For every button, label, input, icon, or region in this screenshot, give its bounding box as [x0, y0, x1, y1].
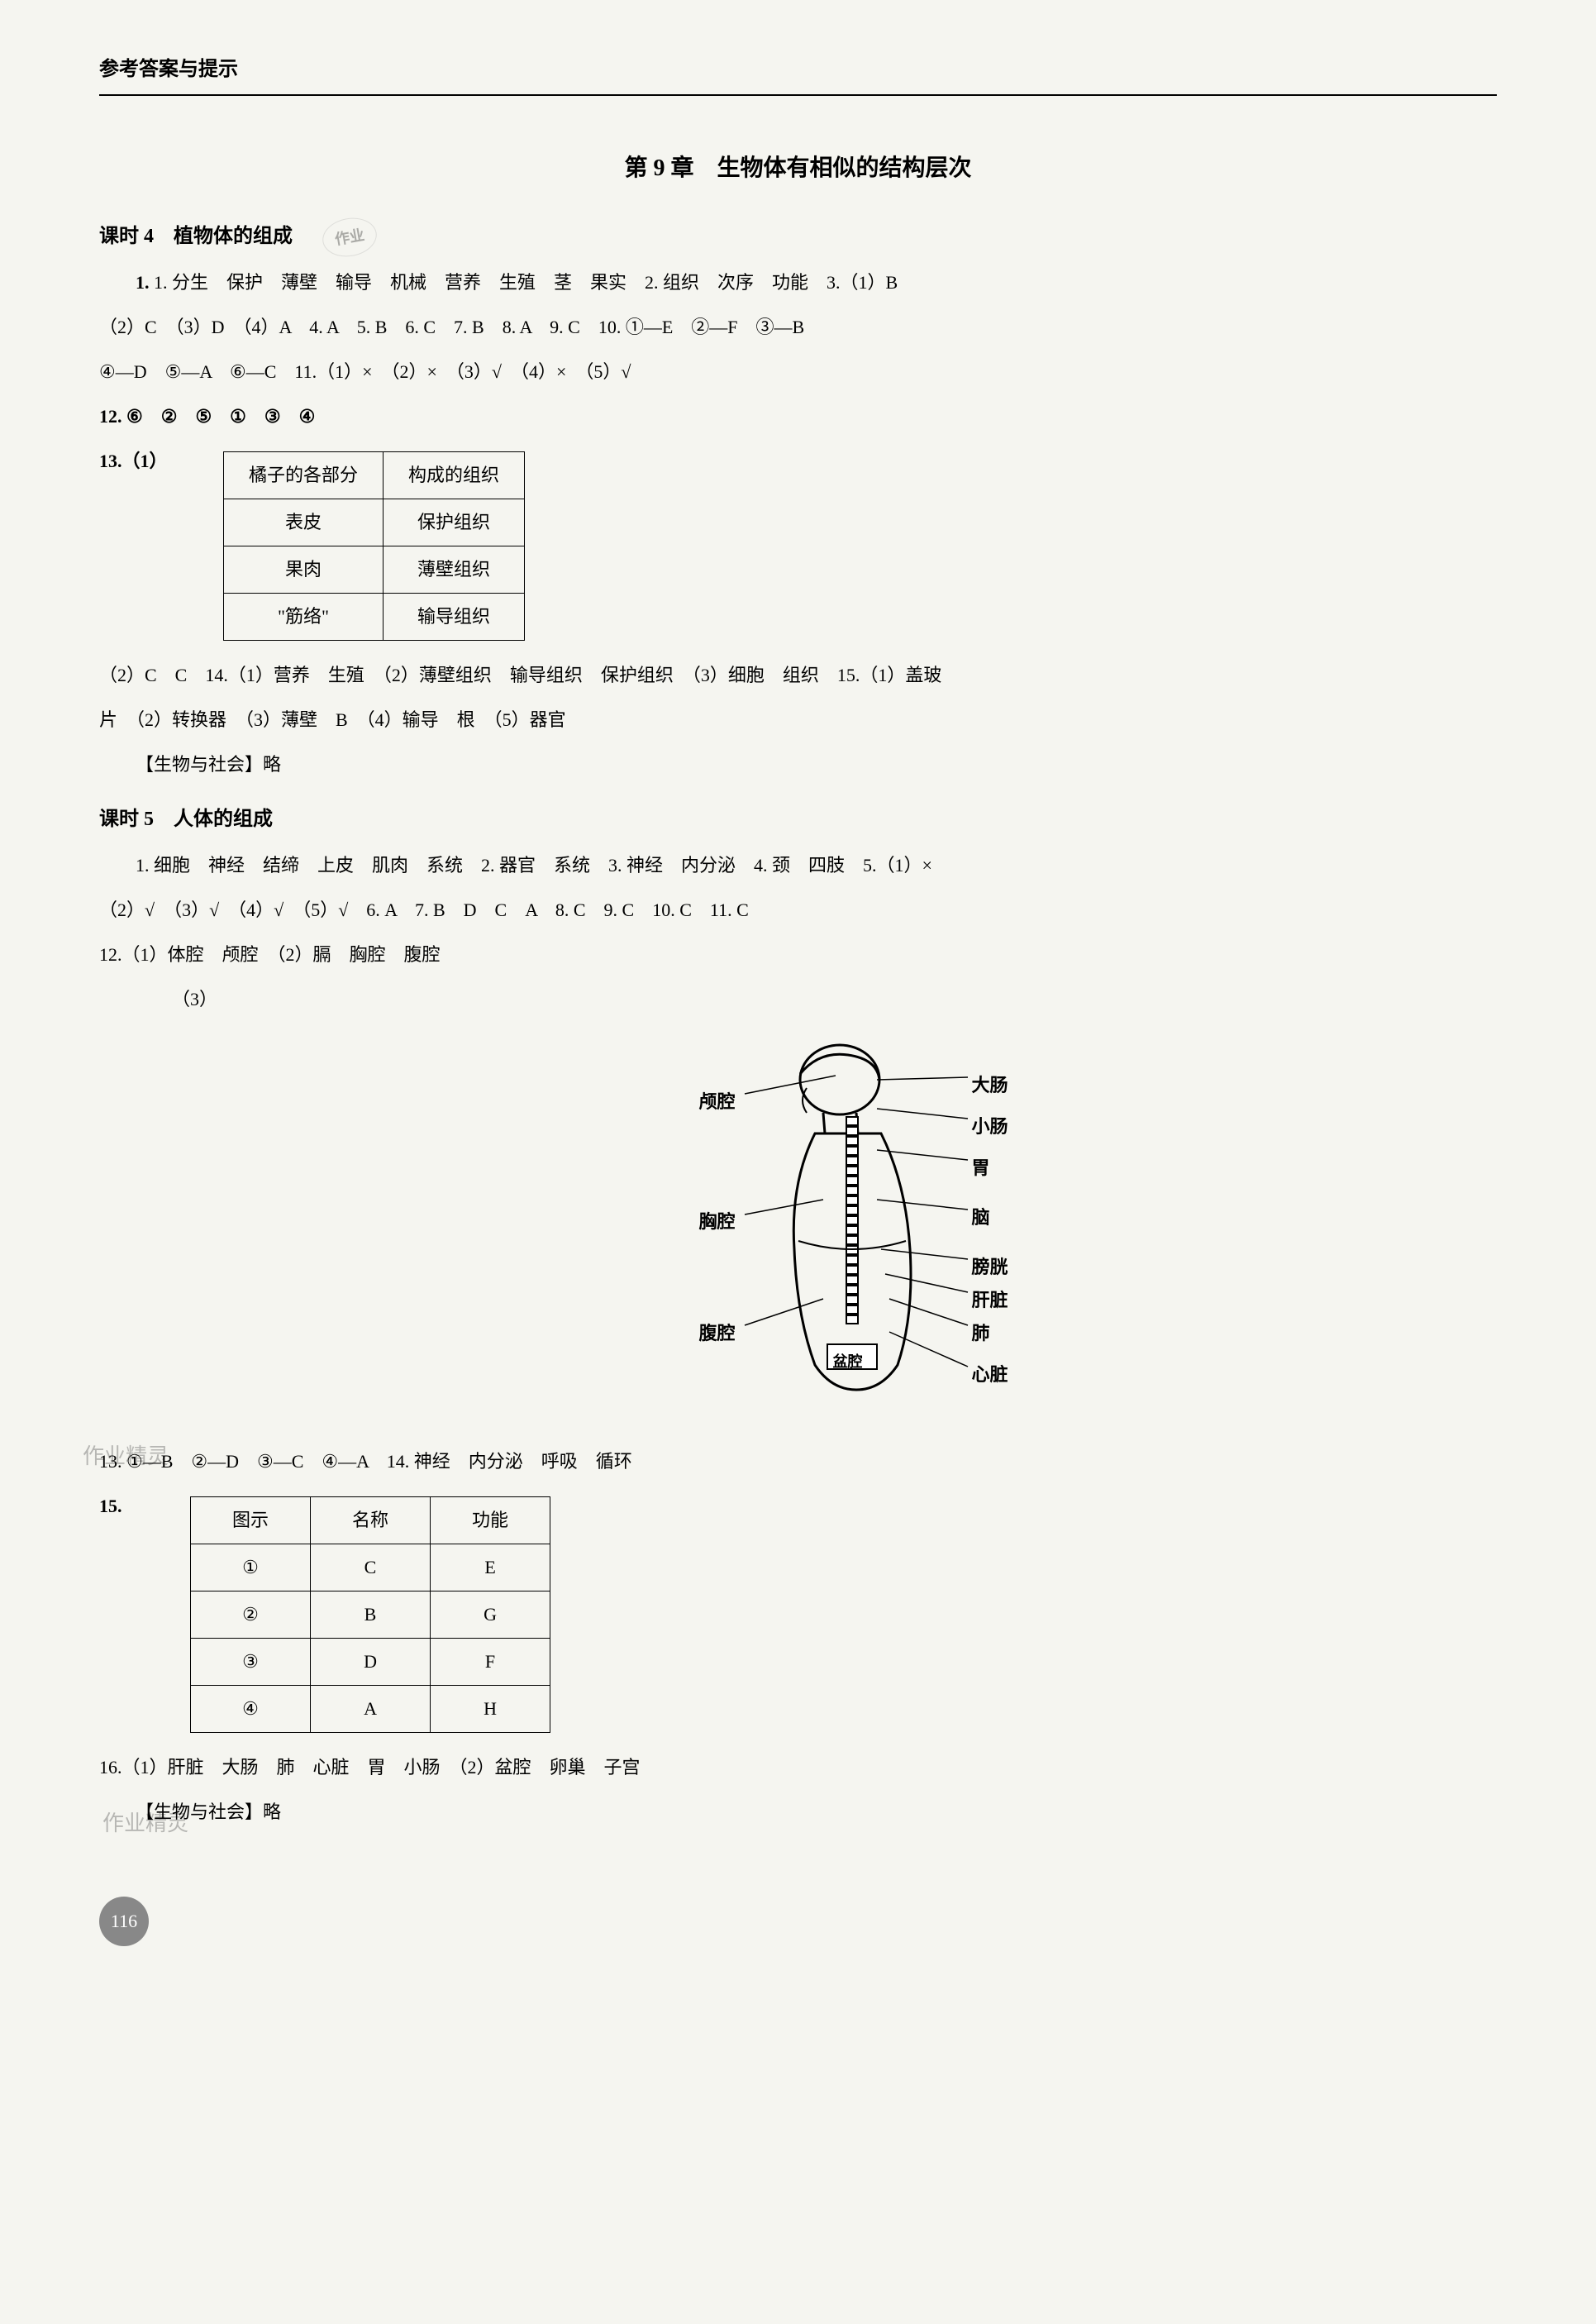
table-row: ② B G: [191, 1591, 550, 1639]
lesson4-line6: （2）C C 14.（1）营养 生殖 （2）薄壁组织 输导组织 保护组织 （3）…: [99, 657, 1497, 694]
lesson4-q13-prefix: 13.（1）: [99, 443, 174, 480]
label-thoracic: 胸腔: [699, 1204, 736, 1240]
lesson5-line3b: （3）: [99, 981, 1497, 1018]
chapter-title: 第 9 章 生物体有相似的结构层次: [99, 146, 1497, 192]
table-cell: 保护组织: [384, 499, 525, 546]
lesson4-line1: 1. 1. 分生 保护 薄壁 输导 机械 营养 生殖 茎 果实 2. 组织 次序…: [99, 265, 1497, 301]
page-number-container: 116: [99, 1897, 1497, 1946]
table-cell: F: [431, 1639, 550, 1686]
label-abdominal: 腹腔: [699, 1315, 736, 1352]
lesson4-line3: ④—D ⑤—A ⑥—C 11.（1）× （2）× （3）√ （4）× （5）√: [99, 354, 1497, 390]
lesson5-line2: （2）√ （3）√ （4）√ （5）√ 6. A 7. B D C A 8. C…: [99, 892, 1497, 928]
table-cell: 输导组织: [384, 594, 525, 641]
table-cell: ②: [191, 1591, 311, 1639]
lesson4-line7: 片 （2）转换器 （3）薄壁 B （4）输导 根 （5）器官: [99, 702, 1497, 738]
label-large-intestine: 大肠: [972, 1067, 1008, 1104]
anatomy-diagram: 颅腔 胸腔 腹腔 大肠 小肠 胃 脑 膀胱 肝脏 肺 心脏 盆腔: [99, 1034, 1497, 1427]
label-cranial: 颅腔: [699, 1084, 736, 1120]
table-cell: H: [431, 1686, 550, 1733]
table-row: ④ A H: [191, 1686, 550, 1733]
table-cell: "筋络": [224, 594, 384, 641]
label-pelvic: 盆腔: [833, 1347, 863, 1377]
lesson5-q15-prefix: 15.: [99, 1488, 141, 1525]
lesson5-line1: 1. 细胞 神经 结缔 上皮 肌肉 系统 2. 器官 系统 3. 神经 内分泌 …: [99, 847, 1497, 884]
table-row: 果肉 薄壁组织: [224, 546, 525, 594]
table-cell: G: [431, 1591, 550, 1639]
table-cell: 果肉: [224, 546, 384, 594]
table-cell: ①: [191, 1544, 311, 1591]
lesson5-line4: 作业精灵 13. ①—B ②—D ③—C ④—A 14. 神经 内分泌 呼吸 循…: [99, 1444, 1497, 1480]
table-header-cell: 图示: [191, 1497, 311, 1544]
table-header-cell: 构成的组织: [384, 452, 525, 499]
lesson4-table: 橘子的各部分 构成的组织 表皮 保护组织 果肉 薄壁组织 "筋络" 输导组织: [223, 451, 525, 641]
table-header-cell: 名称: [311, 1497, 431, 1544]
table-header-cell: 橘子的各部分: [224, 452, 384, 499]
lesson4-title-text: 课时 4 植物体的组成: [99, 226, 293, 247]
l4-a4: 12. ⑥ ② ⑤ ① ③ ④: [99, 406, 315, 427]
l5-a4: 13. ①—B ②—D ③—C ④—A 14. 神经 内分泌 呼吸 循环: [99, 1451, 632, 1472]
table-row: "筋络" 输导组织: [224, 594, 525, 641]
lesson4-line8: 【生物与社会】略: [99, 747, 1497, 783]
header-text: 参考答案与提示: [99, 59, 238, 80]
table-row: ① C E: [191, 1544, 550, 1591]
watermark-icon: 作业精灵: [66, 1802, 188, 1845]
label-brain: 脑: [972, 1200, 990, 1236]
table-row: 橘子的各部分 构成的组织: [224, 452, 525, 499]
table-cell: B: [311, 1591, 431, 1639]
lesson5-line3: 12.（1）体腔 颅腔 （2）膈 胸腔 腹腔: [99, 937, 1497, 973]
table-header-cell: 功能: [431, 1497, 550, 1544]
label-heart: 心脏: [972, 1357, 1008, 1393]
table-row: 图示 名称 功能: [191, 1497, 550, 1544]
table-row: ③ D F: [191, 1639, 550, 1686]
table-cell: C: [311, 1544, 431, 1591]
lesson4-line4: 12. ⑥ ② ⑤ ① ③ ④: [99, 398, 1497, 435]
table-cell: ④: [191, 1686, 311, 1733]
page-header: 参考答案与提示: [99, 50, 1497, 96]
watermark-icon: 作业精灵: [83, 1435, 169, 1478]
lesson5-title: 课时 5 人体的组成: [99, 799, 1497, 839]
table-cell: E: [431, 1544, 550, 1591]
label-small-intestine: 小肠: [972, 1109, 1008, 1145]
label-liver: 肝脏: [972, 1282, 1008, 1319]
l4-a1: 1. 分生 保护 薄壁 输导 机械 营养 生殖 茎 果实 2. 组织 次序 功能…: [154, 272, 898, 293]
stamp-icon: 作业: [320, 214, 380, 261]
table-row: 表皮 保护组织: [224, 499, 525, 546]
label-bladder: 膀胱: [972, 1249, 1008, 1286]
lesson5-table: 图示 名称 功能 ① C E ② B G ③ D F ④ A H: [190, 1496, 550, 1733]
table-cell: 表皮: [224, 499, 384, 546]
label-stomach: 胃: [972, 1150, 990, 1186]
label-lung: 肺: [972, 1315, 990, 1352]
lesson5-line6: 16.（1）肝脏 大肠 肺 心脏 胃 小肠 （2）盆腔 卵巢 子宫: [99, 1749, 1497, 1786]
table-cell: 薄壁组织: [384, 546, 525, 594]
table-cell: ③: [191, 1639, 311, 1686]
lesson5-line7: 作业精灵 【生物与社会】略: [99, 1794, 1497, 1830]
table-cell: A: [311, 1686, 431, 1733]
page-number-badge: 116: [99, 1897, 149, 1946]
lesson4-line2: （2）C （3）D （4）A 4. A 5. B 6. C 7. B 8. A …: [99, 309, 1497, 346]
table-cell: D: [311, 1639, 431, 1686]
lesson4-title: 课时 4 植物体的组成 作业: [99, 217, 1497, 256]
